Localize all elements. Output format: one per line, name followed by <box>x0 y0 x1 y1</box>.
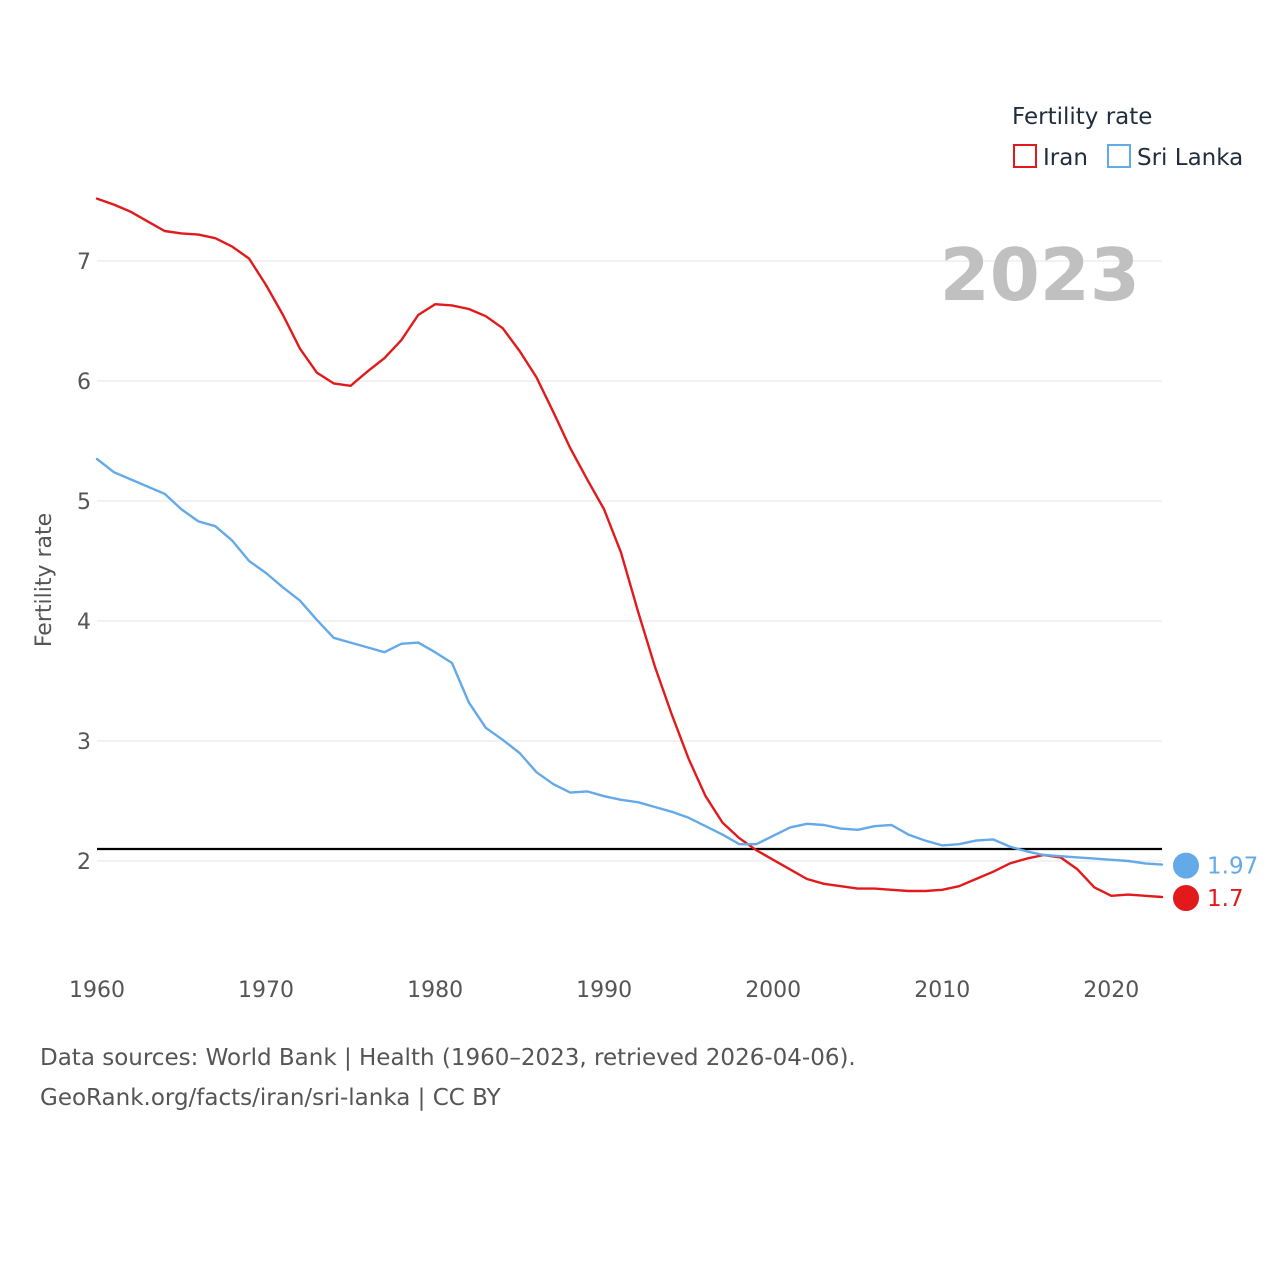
x-tick-label: 2010 <box>914 978 970 1003</box>
legend-swatch-sri-lanka <box>1107 144 1131 168</box>
x-axis-ticks: 1960 1970 1980 1990 2000 2010 2020 <box>69 978 1139 1003</box>
x-tick-label: 1990 <box>576 978 632 1003</box>
x-tick-label: 1960 <box>69 978 125 1003</box>
gridlines <box>97 260 1162 862</box>
flag-sri-lanka-icon <box>1171 850 1201 881</box>
source-link[interactable]: GeoRank.org/facts/iran/sri-lanka | CC BY <box>40 1085 501 1111</box>
end-label-iran: 1.7 <box>1207 886 1244 912</box>
end-label-sri-lanka: 1.97 <box>1207 854 1258 880</box>
legend-title: Fertility rate <box>1012 104 1152 130</box>
y-tick-label: 3 <box>77 730 91 755</box>
y-axis-title: Fertility rate <box>32 513 57 647</box>
watermark-year: 2023 <box>940 233 1140 317</box>
legend-label-iran: Iran <box>1043 145 1088 171</box>
fertility-chart: 2 3 4 5 6 7 1960 1970 1980 1990 2000 2010 2020 Fert… <box>32 104 1258 1003</box>
source-note: Data sources: World Bank | Health (1960–… <box>40 1045 856 1071</box>
x-tick-label: 1980 <box>407 978 463 1003</box>
series-lines <box>95 197 1164 899</box>
legend-swatch-iran <box>1013 144 1037 168</box>
x-tick-label: 2020 <box>1083 978 1139 1003</box>
series-line-iran[interactable] <box>95 197 1164 899</box>
y-tick-label: 5 <box>77 490 91 515</box>
series-line-sri-lanka[interactable] <box>95 457 1164 866</box>
y-tick-label: 4 <box>77 610 91 635</box>
legend-item-sri-lanka[interactable]: Sri Lanka <box>1107 144 1243 171</box>
x-tick-label: 1970 <box>238 978 294 1003</box>
flag-iran-icon <box>1171 883 1201 913</box>
end-labels: 1.7 1.97 <box>1171 850 1258 913</box>
legend: Fertility rate Iran Sri Lanka <box>1012 104 1243 171</box>
legend-item-iran[interactable]: Iran <box>1013 144 1088 171</box>
y-tick-label: 7 <box>77 250 91 275</box>
y-tick-label: 2 <box>77 850 91 875</box>
y-axis-ticks: 2 3 4 5 6 7 <box>77 250 91 875</box>
legend-label-sri-lanka: Sri Lanka <box>1137 145 1243 171</box>
y-tick-label: 6 <box>77 370 91 395</box>
x-tick-label: 2000 <box>745 978 801 1003</box>
